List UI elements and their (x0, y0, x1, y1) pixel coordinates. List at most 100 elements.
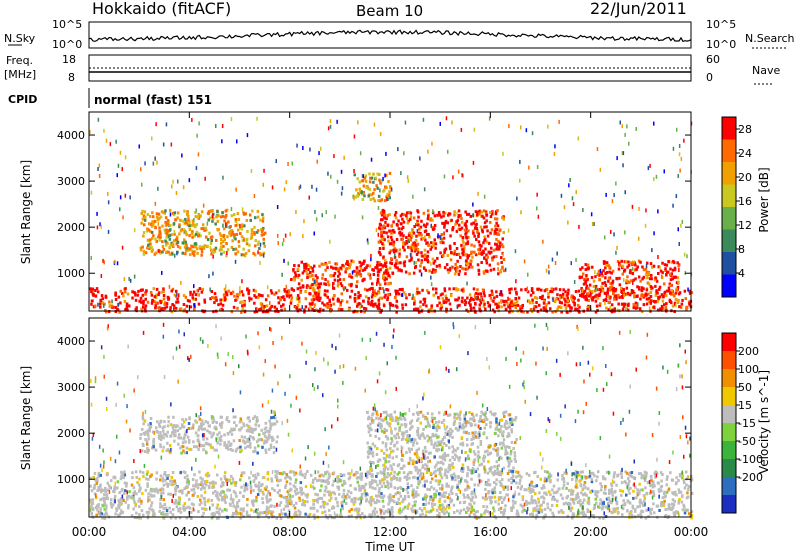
scatter-cell (460, 220, 464, 224)
scatter-cell (482, 271, 486, 275)
scatter-cell (164, 239, 167, 243)
scatter-cell (178, 307, 182, 311)
scatter-cell (373, 289, 376, 293)
scatter-cell (143, 218, 147, 222)
scatter-cell (621, 507, 625, 511)
scatter-cell (101, 497, 104, 501)
scatter-cell (331, 266, 335, 270)
scatter-cell (675, 481, 678, 485)
sparse-scatter-cell (215, 124, 217, 128)
scatter-cell (398, 471, 401, 475)
scatter-cell (138, 516, 141, 520)
scatter-cell (234, 491, 237, 495)
scatter-cell (532, 291, 535, 295)
scatter-cell (220, 241, 223, 245)
scatter-cell (610, 271, 613, 275)
sparse-scatter-cell (100, 274, 103, 278)
scatter-cell (402, 471, 406, 475)
sparse-scatter-cell (542, 239, 544, 244)
scatter-cell (159, 215, 163, 219)
scatter-cell (249, 486, 253, 490)
sparse-scatter-cell (116, 173, 118, 178)
scatter-cell (484, 212, 488, 216)
scatter-cell (588, 283, 592, 287)
scatter-cell (495, 482, 498, 486)
scatter-cell (563, 471, 566, 475)
scatter-cell (150, 222, 153, 226)
scatter-cell (303, 500, 306, 503)
scatter-cell (105, 504, 108, 508)
scatter-cell (157, 212, 161, 216)
scatter-cell (395, 238, 399, 241)
scatter-cell (579, 470, 583, 474)
scatter-cell (587, 496, 590, 500)
scatter-cell (175, 235, 179, 239)
sparse-scatter-cell (330, 174, 332, 179)
scatter-cell (378, 296, 382, 300)
scatter-cell (273, 504, 276, 508)
sparse-scatter-cell (504, 267, 507, 272)
nsky-tick-top: 10^5 (52, 18, 82, 31)
scatter-cell (314, 274, 318, 278)
scatter-cell (347, 514, 351, 518)
scatter-cell (399, 214, 403, 218)
scatter-cell (358, 260, 361, 264)
scatter-cell (627, 260, 630, 264)
scatter-cell (276, 471, 279, 475)
scatter-cell (537, 508, 540, 512)
scatter-cell (598, 502, 602, 506)
scatter-cell (454, 266, 457, 270)
scatter-cell (526, 310, 529, 314)
scatter-cell (613, 307, 616, 311)
scatter-cell (416, 291, 420, 295)
scatter-cell (195, 479, 198, 483)
scatter-cell (405, 240, 408, 243)
scatter-cell (614, 509, 617, 513)
scatter-cell (680, 500, 684, 504)
scatter-cell (459, 214, 462, 218)
scatter-cell (398, 478, 402, 482)
sparse-scatter-cell (318, 151, 320, 156)
scatter-cell (480, 228, 484, 232)
scatter-cell (164, 220, 167, 224)
scatter-cell (414, 238, 418, 242)
sparse-scatter-cell (488, 116, 491, 121)
scatter-cell (352, 310, 355, 314)
scatter-cell (340, 308, 344, 312)
scatter-cell (647, 272, 650, 276)
scatter-cell (156, 490, 160, 494)
scatter-cell (395, 310, 398, 314)
scatter-cell (671, 268, 675, 272)
scatter-cell (167, 229, 170, 233)
scatter-cell (427, 501, 431, 505)
sparse-scatter-cell (263, 168, 265, 173)
scatter-cell (565, 496, 568, 500)
scatter-cell (317, 478, 321, 482)
scatter-cell (278, 489, 281, 493)
sparse-scatter-cell (406, 175, 409, 180)
scatter-cell (416, 242, 420, 246)
scatter-cell (357, 291, 360, 295)
scatter-cell (89, 484, 92, 488)
beam-title: Beam 10 (356, 2, 423, 20)
scatter-cell (398, 248, 401, 252)
scatter-cell (639, 260, 642, 264)
scatter-cell (265, 496, 268, 500)
scatter-cell (219, 302, 223, 306)
scatter-cell (187, 247, 190, 251)
scatter-cell (384, 259, 387, 263)
scatter-cell (482, 291, 486, 295)
scatter-cell (412, 296, 416, 300)
scatter-cell (495, 255, 498, 258)
scatter-cell (524, 288, 527, 291)
scatter-cell (366, 264, 369, 268)
scatter-cell (187, 482, 190, 486)
scatter-cell (248, 514, 251, 518)
scatter-cell (474, 302, 477, 305)
scatter-cell (309, 292, 312, 296)
scatter-cell (408, 272, 411, 276)
sparse-scatter-cell (313, 279, 316, 284)
scatter-cell (174, 499, 178, 502)
scatter-cell (371, 303, 375, 307)
scatter-cell (609, 295, 612, 299)
